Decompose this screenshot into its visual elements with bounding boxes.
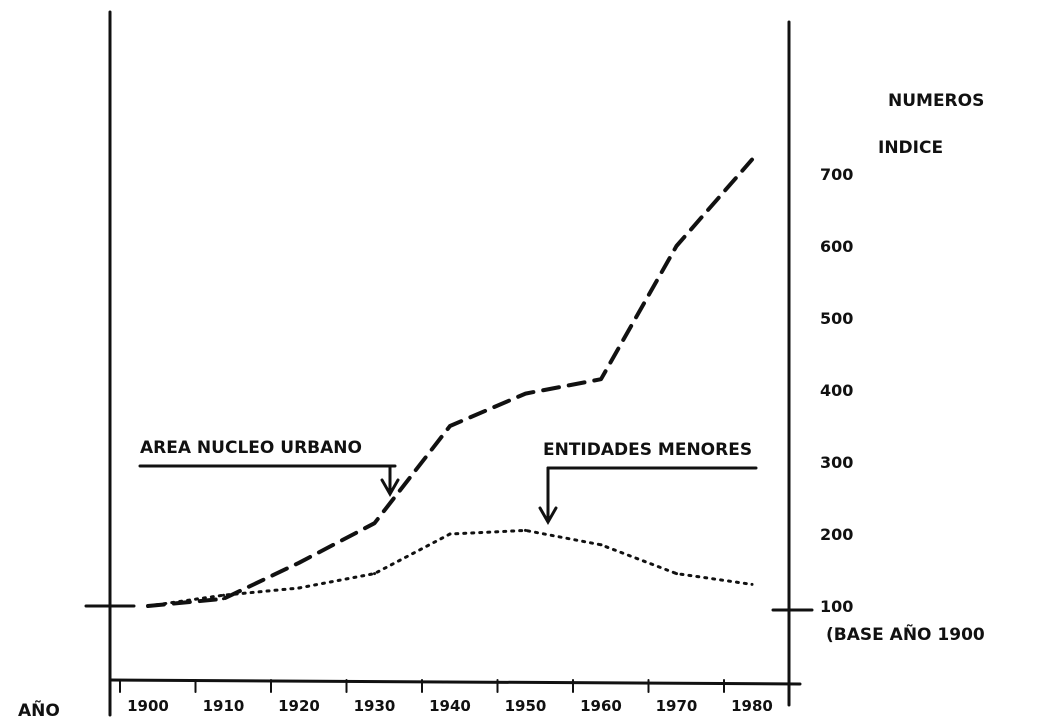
y-tick-label: 100 bbox=[820, 597, 853, 616]
y-axis-base-note: (BASE AÑO 1900 bbox=[826, 622, 985, 645]
data-point bbox=[599, 377, 603, 381]
x-tick-label: 1950 bbox=[505, 697, 547, 715]
data-point bbox=[222, 593, 225, 597]
data-point bbox=[675, 244, 678, 248]
annotation-label-urbano: AREA NUCLEO URBANO bbox=[140, 438, 362, 458]
annotation-label-entidades: ENTIDADES MENORES bbox=[543, 440, 752, 460]
data-point bbox=[373, 521, 376, 525]
y-tick-label: 500 bbox=[820, 309, 853, 328]
y-tick-label: 700 bbox=[820, 165, 853, 184]
x-tick-label: 1980 bbox=[731, 697, 773, 715]
x-tick-label: 1920 bbox=[278, 697, 320, 715]
annotation-arrowhead-urbano bbox=[380, 478, 400, 498]
data-point bbox=[750, 158, 754, 162]
data-point bbox=[448, 424, 452, 428]
x-axis-line bbox=[108, 678, 802, 686]
data-point bbox=[373, 572, 376, 576]
y-tick-label: 400 bbox=[820, 381, 853, 400]
data-point bbox=[448, 532, 452, 536]
y-axis-title-line2: INDICE bbox=[878, 138, 943, 158]
data-point bbox=[675, 572, 678, 576]
series-line-1 bbox=[146, 528, 754, 608]
y-axis-title-line1: NUMEROS bbox=[888, 91, 984, 111]
y-tick-label: 600 bbox=[820, 237, 853, 256]
data-point bbox=[524, 392, 527, 396]
labels-group: AÑO NUMEROS INDICE (BASE AÑO 1900 AREA NUCLE… bbox=[18, 91, 985, 721]
data-point bbox=[297, 561, 301, 565]
data-point bbox=[297, 586, 301, 590]
series-line-0 bbox=[146, 157, 754, 608]
y-tick-label: 200 bbox=[820, 525, 853, 544]
x-tick-label: 1940 bbox=[429, 697, 471, 715]
axes: 1900 1910 1920 1930 1940 1950 1960 1970 1980 100 2… bbox=[84, 10, 853, 717]
annotation-arrowhead-entidades bbox=[538, 506, 558, 526]
series-group bbox=[146, 157, 754, 608]
x-tick-label: 1960 bbox=[580, 697, 622, 715]
x-axis-title: AÑO bbox=[18, 698, 60, 721]
data-point bbox=[146, 604, 150, 608]
x-tick-label: 1930 bbox=[354, 697, 396, 715]
data-point bbox=[524, 528, 527, 532]
data-point bbox=[599, 543, 603, 547]
x-tick-label: 1900 bbox=[127, 697, 169, 715]
y-tick-label: 300 bbox=[820, 453, 853, 472]
data-point bbox=[222, 597, 225, 601]
x-tick-label: 1970 bbox=[656, 697, 698, 715]
data-point bbox=[750, 582, 754, 586]
x-tick-label: 1910 bbox=[203, 697, 245, 715]
